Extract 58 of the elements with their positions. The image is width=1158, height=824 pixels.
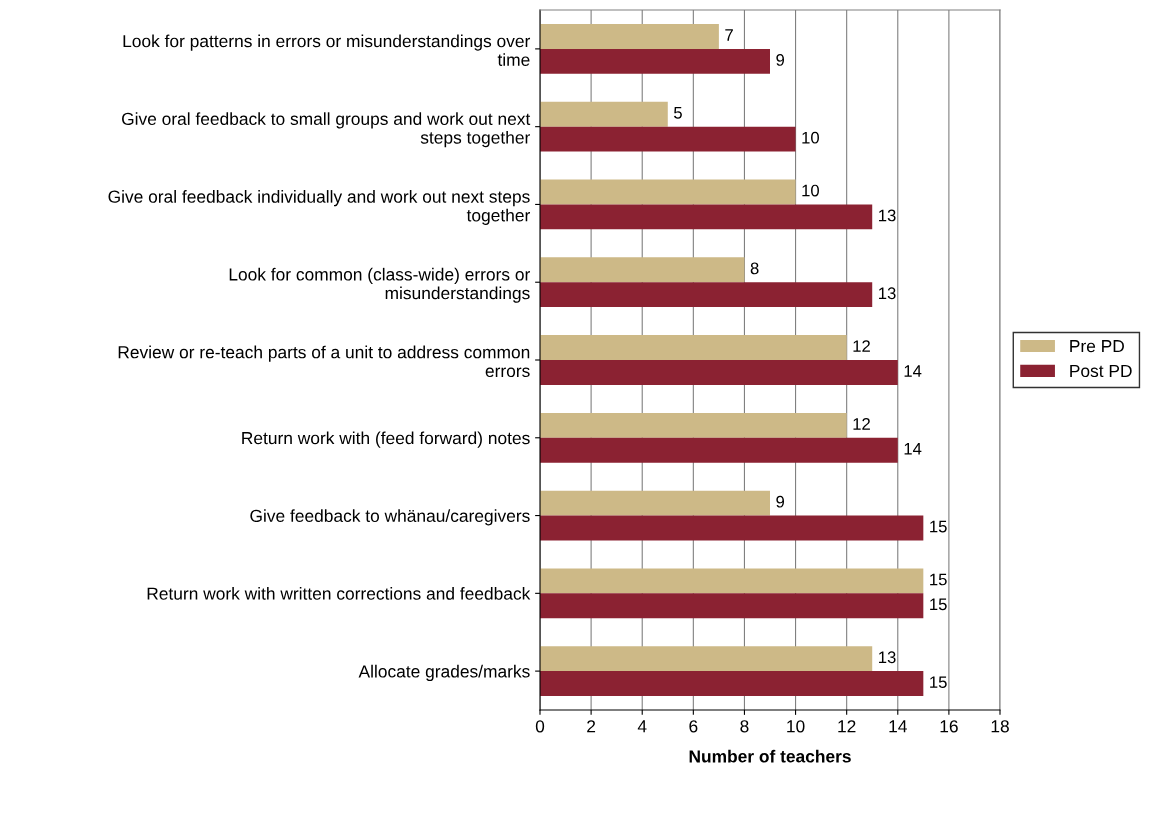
data-label: 10 (802, 184, 819, 197)
data-label: 9 (776, 54, 785, 66)
x-tick-label: 10 (787, 720, 805, 733)
data-label: 10 (802, 131, 819, 144)
x-tick-label: 4 (637, 720, 647, 733)
bar (540, 412, 847, 438)
bar (540, 515, 924, 541)
x-tick-label: 0 (535, 720, 545, 733)
x-tick-label: 2 (587, 720, 596, 733)
x-tick-label: 14 (889, 720, 907, 733)
legend-label: Post PD (1070, 364, 1132, 378)
data-label: 8 (750, 262, 759, 275)
x-tick-label: 6 (689, 720, 698, 733)
legend-label: Pre PD (1070, 340, 1124, 353)
bar (540, 282, 873, 308)
y-tick-label: Allocate grades/marks (358, 664, 530, 681)
bar (540, 568, 924, 594)
data-label: 15 (930, 520, 947, 533)
data-label: 15 (930, 598, 947, 611)
bar (540, 101, 668, 127)
data-label: 9 (776, 495, 785, 508)
y-tick-label: Look for common (class-wide) errors or misunderstandings (229, 267, 531, 303)
y-tick-label: Return work with written corrections and feedback (147, 587, 531, 600)
y-tick-label: Return work with (feed forward) notes (242, 431, 530, 448)
x-axis-title: Number of teachers (689, 749, 851, 763)
data-label: 13 (879, 209, 896, 222)
bar (540, 335, 847, 360)
data-label: 13 (879, 287, 896, 300)
y-tick-label: Give feedback to whänau/caregivers (250, 509, 530, 526)
bar (540, 490, 770, 516)
data-label: 7 (725, 29, 733, 41)
bar (540, 126, 796, 152)
x-tick-label: 16 (940, 720, 958, 733)
bar (540, 257, 745, 283)
data-label: 12 (853, 340, 870, 352)
bar (540, 671, 924, 696)
y-tick-label: Give oral feedback individually and work out next steps together (108, 190, 530, 225)
bar (540, 437, 898, 463)
bar (540, 24, 719, 49)
data-label: 12 (853, 418, 870, 430)
data-label: 15 (930, 676, 947, 689)
bar (540, 204, 873, 230)
data-label: 14 (904, 443, 922, 455)
bar (540, 646, 873, 672)
x-tick-label: 12 (838, 720, 856, 733)
x-tick-label: 18 (991, 720, 1009, 733)
data-label: 13 (879, 651, 896, 664)
x-tick-label: 8 (740, 720, 749, 733)
y-tick-label: Review or re-teach parts of a unit to address common errors (118, 345, 530, 378)
bar (540, 593, 924, 619)
bar (540, 179, 796, 205)
y-tick-label: Look for patterns in errors or misunderstandings over time (123, 34, 531, 66)
data-label: 5 (674, 107, 682, 119)
bar (540, 360, 898, 385)
y-tick-label: Give oral feedback to small groups and work out next steps together (122, 112, 531, 148)
bar (540, 48, 770, 74)
data-label: 14 (904, 365, 922, 377)
data-label: 15 (930, 573, 947, 586)
